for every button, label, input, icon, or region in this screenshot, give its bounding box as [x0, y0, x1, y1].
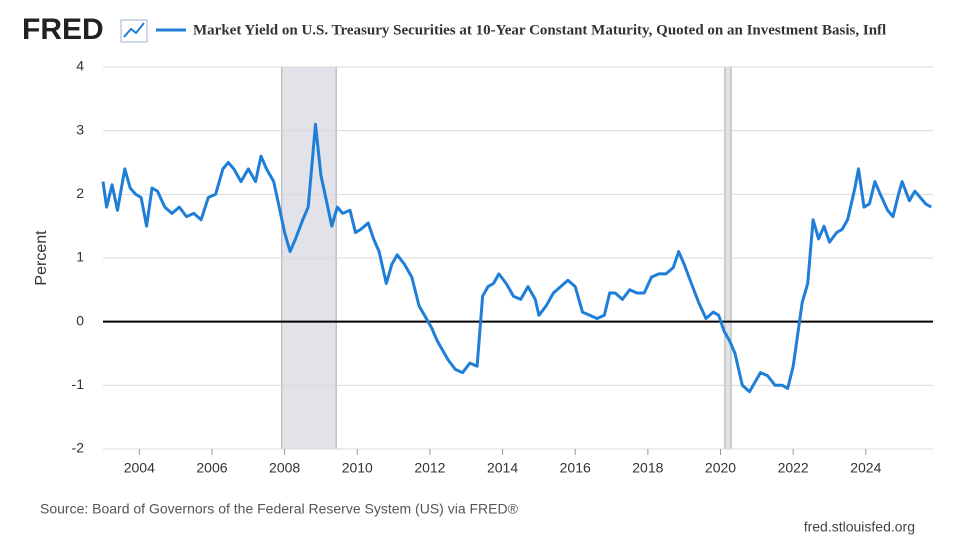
y-tick-label: 0 — [76, 312, 84, 328]
x-tick-label: 2004 — [124, 460, 155, 476]
x-tick-label: 2014 — [487, 460, 518, 476]
x-tick-label: 2018 — [632, 460, 663, 476]
logo-icon — [120, 19, 148, 43]
y-tick-label: 4 — [76, 58, 84, 74]
y-axis-label: Percent — [33, 230, 50, 286]
x-tick-label: 2020 — [705, 460, 736, 476]
y-tick-label: -2 — [72, 440, 85, 456]
logo: FRED — [22, 13, 104, 46]
y-tick-label: 2 — [76, 185, 84, 201]
x-tick-label: 2024 — [850, 460, 881, 476]
y-tick-label: 3 — [76, 121, 84, 137]
credit: fred.stlouisfed.org — [804, 519, 915, 535]
x-tick-label: 2012 — [414, 460, 445, 476]
y-tick-label: 1 — [76, 249, 84, 265]
x-tick-label: 2010 — [342, 460, 373, 476]
legend-label: Market Yield on U.S. Treasury Securities… — [193, 22, 886, 38]
x-tick-label: 2006 — [196, 460, 227, 476]
source: Source: Board of Governors of the Federa… — [40, 501, 519, 517]
data-line — [101, 122, 932, 394]
x-tick-label: 2008 — [269, 460, 300, 476]
x-tick-label: 2022 — [778, 460, 809, 476]
x-tick-label: 2016 — [560, 460, 591, 476]
y-tick-label: -1 — [72, 376, 85, 392]
